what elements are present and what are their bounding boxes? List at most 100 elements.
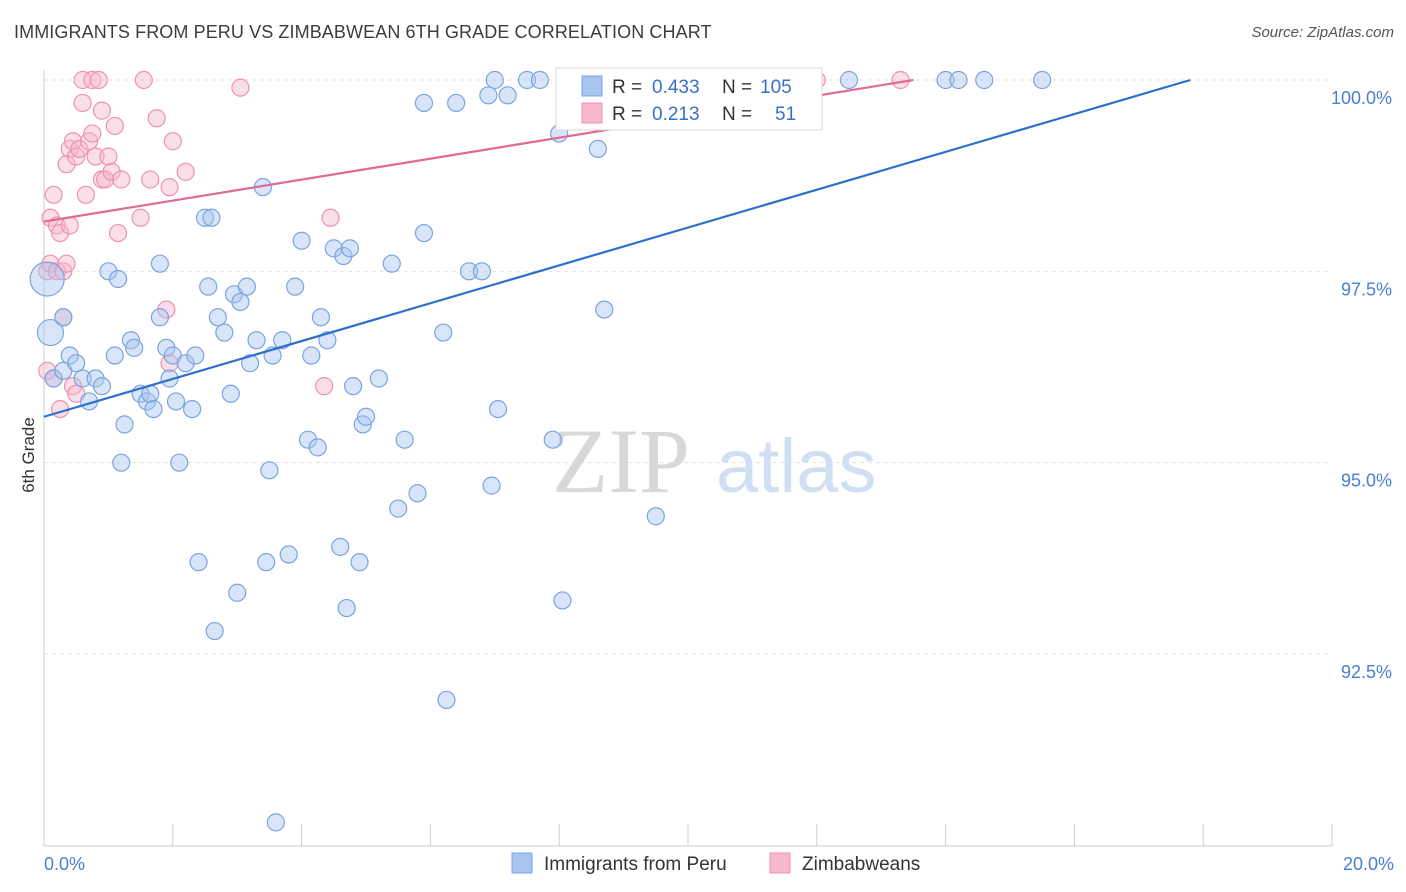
zimbabwean-point <box>92 101 112 120</box>
peru-point <box>311 308 331 327</box>
peru-point <box>498 86 517 105</box>
peru-point <box>530 70 549 90</box>
watermark: ZIP atlas <box>552 410 877 512</box>
zimbabwean-point <box>134 70 153 90</box>
peru-point <box>340 239 359 258</box>
bottom-legend-swatch-zim <box>769 852 791 874</box>
zimbabwean-point <box>147 109 166 128</box>
zimbabwean-point <box>176 162 195 181</box>
peru-point <box>29 261 65 297</box>
peru-point <box>44 369 63 388</box>
zimbabwean-point <box>141 170 160 189</box>
zimbabwean-point <box>231 78 250 97</box>
peru-point <box>472 262 492 281</box>
y-tick-label: 100.0% <box>1331 88 1392 108</box>
peru-point <box>302 346 321 365</box>
peru-point <box>266 813 285 832</box>
peru-point <box>408 484 427 503</box>
peru-point <box>199 277 218 296</box>
zimbabwean-point <box>891 70 910 90</box>
peru-point <box>67 354 86 373</box>
x-tick-label: 0.0% <box>44 854 85 874</box>
peru-point <box>344 377 363 396</box>
zimbabwean-point <box>47 262 66 281</box>
legend-n-label-zim: N = <box>722 104 752 125</box>
bottom-legend-label-peru: Immigrants from Peru <box>544 854 727 875</box>
zimbabwean-point <box>86 147 105 166</box>
zimbabwean-point <box>163 132 182 151</box>
legend-r-label-peru: R = <box>612 77 642 98</box>
zimbabwean-point <box>50 223 70 243</box>
peru-point <box>395 430 414 449</box>
peru-point <box>228 583 247 602</box>
zimbabwean-point <box>102 162 121 181</box>
zimbabwean-point <box>108 223 128 243</box>
peru-point <box>108 269 128 289</box>
peru-point <box>99 262 118 281</box>
zimbabwean-point <box>131 208 150 227</box>
source-label: Source: ZipAtlas.com <box>1251 24 1394 41</box>
zimbabwean-point <box>83 70 102 90</box>
peru-point <box>437 690 456 710</box>
zimbabwean-point <box>57 155 76 174</box>
peru-point <box>202 208 221 227</box>
peru-point <box>247 331 266 350</box>
peru-point <box>237 277 256 296</box>
zimbabwean-point <box>57 254 76 273</box>
peru-point <box>298 430 318 449</box>
zimbabwean-point <box>112 170 131 189</box>
peru-point <box>166 392 186 411</box>
peru-point <box>186 346 205 365</box>
peru-point <box>279 545 298 564</box>
legend-n-value-zim: 51 <box>775 104 796 125</box>
peru-point <box>389 499 408 518</box>
peru-point <box>936 70 955 90</box>
bottom-legend: Immigrants from Peru Zimbabweans <box>511 852 920 875</box>
legend-r-label-zim: R = <box>612 104 642 125</box>
legend: R = 0.433 N = 105 R = 0.213 N = 51 <box>555 67 823 131</box>
peru-point <box>183 399 202 419</box>
peru-point <box>150 308 170 327</box>
legend-n-label-peru: N = <box>722 77 752 98</box>
y-tick-label: 97.5% <box>1341 279 1392 299</box>
trend-lines <box>43 78 1191 418</box>
peru-point <box>414 223 434 243</box>
axes <box>43 70 1333 847</box>
peru-point <box>144 399 163 419</box>
zimbabwean-point <box>89 70 108 90</box>
peru-point <box>292 231 311 250</box>
legend-n-value-peru: 105 <box>760 77 792 98</box>
zimbabwean-point <box>321 208 340 227</box>
zimbabwean-point <box>73 93 92 113</box>
peru-point <box>324 239 343 258</box>
peru-point <box>485 70 504 90</box>
peru-point <box>414 93 434 113</box>
peru-point <box>479 86 498 105</box>
peru-point <box>434 323 453 342</box>
peru-point <box>240 354 260 373</box>
zimbabwean-point <box>315 377 334 396</box>
peru-point <box>73 369 92 388</box>
peru-point <box>337 598 356 618</box>
peru-point <box>150 254 170 273</box>
y-axis-title: 6th Grade <box>19 417 38 493</box>
peru-point <box>308 438 327 457</box>
series-peru <box>29 70 1052 832</box>
zimbabwean-point <box>50 399 70 419</box>
peru-point <box>459 262 479 281</box>
peru-point <box>350 553 369 572</box>
peru-point <box>195 208 215 227</box>
zimbabwean-point <box>99 147 118 166</box>
peru-point <box>356 407 376 426</box>
peru-point <box>257 553 276 572</box>
peru-point <box>36 318 65 347</box>
watermark-zip: ZIP <box>552 410 690 512</box>
peru-point <box>646 507 665 526</box>
peru-point <box>975 70 994 90</box>
zimbabwean-point <box>70 139 89 158</box>
peru-point <box>208 308 227 327</box>
peru-trend-line <box>43 78 1191 418</box>
peru-point <box>231 292 250 312</box>
peru-point <box>331 537 350 556</box>
